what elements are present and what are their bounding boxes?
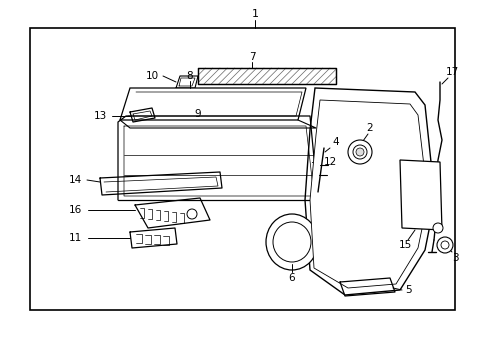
Text: 9: 9 — [194, 109, 201, 119]
Circle shape — [436, 237, 452, 253]
Text: 17: 17 — [445, 67, 458, 77]
Text: 11: 11 — [68, 233, 81, 243]
Text: 3: 3 — [451, 253, 457, 263]
Text: 10: 10 — [145, 71, 158, 81]
Text: 5: 5 — [404, 285, 410, 295]
Polygon shape — [399, 160, 441, 230]
Text: 1: 1 — [251, 9, 258, 19]
Ellipse shape — [265, 214, 317, 270]
Text: 6: 6 — [288, 273, 295, 283]
Text: 8: 8 — [186, 71, 193, 81]
Text: 14: 14 — [68, 175, 81, 185]
Circle shape — [440, 241, 448, 249]
Circle shape — [186, 209, 197, 219]
Text: 16: 16 — [68, 205, 81, 215]
Text: 12: 12 — [323, 157, 336, 167]
Text: 15: 15 — [398, 240, 411, 250]
Circle shape — [355, 148, 363, 156]
Text: 4: 4 — [332, 137, 339, 147]
Text: 13: 13 — [93, 111, 106, 121]
Bar — [30, 28, 454, 310]
Circle shape — [352, 145, 366, 159]
Text: 2: 2 — [366, 123, 372, 133]
Polygon shape — [309, 100, 427, 288]
Circle shape — [432, 223, 442, 233]
Polygon shape — [305, 88, 434, 295]
Ellipse shape — [272, 222, 310, 262]
Circle shape — [347, 140, 371, 164]
Text: 7: 7 — [248, 52, 255, 62]
Polygon shape — [120, 88, 305, 120]
